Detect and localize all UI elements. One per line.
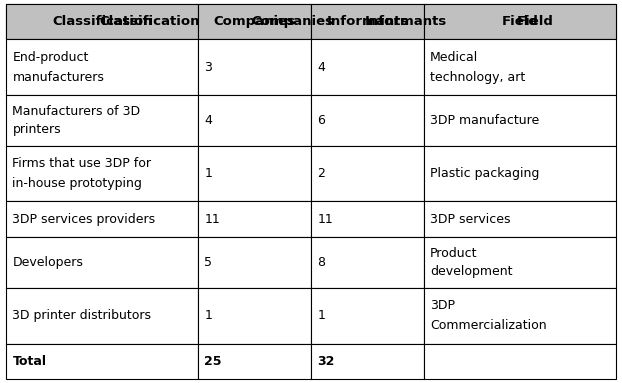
Text: 4: 4 — [317, 61, 325, 74]
Bar — [6, 288, 198, 344]
Text: Manufacturers of 3D: Manufacturers of 3D — [12, 105, 141, 118]
Bar — [424, 288, 616, 344]
Bar — [311, 201, 424, 237]
Bar — [198, 4, 311, 39]
Bar — [6, 4, 198, 39]
Bar — [424, 237, 616, 288]
Text: Companies: Companies — [213, 15, 295, 28]
Bar — [311, 4, 424, 39]
Text: 3: 3 — [205, 61, 212, 74]
Bar — [198, 146, 311, 201]
Text: 25: 25 — [205, 355, 222, 368]
Text: Medical: Medical — [430, 51, 478, 64]
Text: Field: Field — [501, 15, 538, 28]
Text: in-house prototyping: in-house prototyping — [12, 177, 142, 190]
Text: Field: Field — [517, 15, 554, 28]
Text: 32: 32 — [317, 355, 335, 368]
Text: 1: 1 — [205, 167, 212, 180]
Bar — [424, 4, 616, 39]
Bar — [6, 4, 198, 39]
Bar — [198, 4, 311, 39]
Bar — [6, 146, 198, 201]
Bar — [6, 39, 198, 95]
Bar — [424, 146, 616, 201]
Text: Classification: Classification — [52, 15, 152, 28]
Bar — [6, 344, 198, 379]
Text: Developers: Developers — [12, 256, 83, 269]
Text: Companies: Companies — [251, 15, 333, 28]
Text: 5: 5 — [205, 256, 213, 269]
Bar — [311, 4, 424, 39]
Bar — [311, 288, 424, 344]
Bar — [6, 95, 198, 146]
Text: 3DP services: 3DP services — [430, 213, 511, 226]
Bar — [198, 344, 311, 379]
Bar — [311, 39, 424, 95]
Text: technology, art: technology, art — [430, 70, 525, 83]
Text: 11: 11 — [317, 213, 333, 226]
Text: 3DP: 3DP — [430, 300, 455, 313]
Text: End-product: End-product — [12, 51, 89, 64]
Bar — [311, 95, 424, 146]
Text: 1: 1 — [205, 309, 212, 322]
Text: 3DP services providers: 3DP services providers — [12, 213, 156, 226]
Text: printers: printers — [12, 123, 61, 136]
Bar — [424, 201, 616, 237]
Bar — [424, 95, 616, 146]
Bar — [311, 344, 424, 379]
Text: Classification: Classification — [99, 15, 200, 28]
Text: 3D printer distributors: 3D printer distributors — [12, 309, 151, 322]
Bar — [311, 237, 424, 288]
Bar — [198, 288, 311, 344]
Text: Firms that use 3DP for: Firms that use 3DP for — [12, 157, 151, 170]
Bar — [424, 4, 616, 39]
Text: 3DP manufacture: 3DP manufacture — [430, 114, 539, 127]
Text: 1: 1 — [317, 309, 325, 322]
Text: Product: Product — [430, 247, 478, 260]
Bar — [198, 95, 311, 146]
Text: Plastic packaging: Plastic packaging — [430, 167, 539, 180]
Bar — [198, 237, 311, 288]
Text: Commercialization: Commercialization — [430, 319, 547, 332]
Bar — [424, 344, 616, 379]
Text: 4: 4 — [205, 114, 212, 127]
Text: manufacturers: manufacturers — [12, 70, 104, 83]
Text: Informants: Informants — [327, 15, 409, 28]
Bar — [198, 39, 311, 95]
Bar — [311, 146, 424, 201]
Text: Informants: Informants — [364, 15, 447, 28]
Text: 2: 2 — [317, 167, 325, 180]
Bar — [6, 237, 198, 288]
Text: 6: 6 — [317, 114, 325, 127]
Bar — [198, 201, 311, 237]
Bar — [424, 39, 616, 95]
Text: 11: 11 — [205, 213, 220, 226]
Text: Total: Total — [12, 355, 47, 368]
Text: 8: 8 — [317, 256, 325, 269]
Text: development: development — [430, 265, 513, 278]
Bar — [6, 201, 198, 237]
